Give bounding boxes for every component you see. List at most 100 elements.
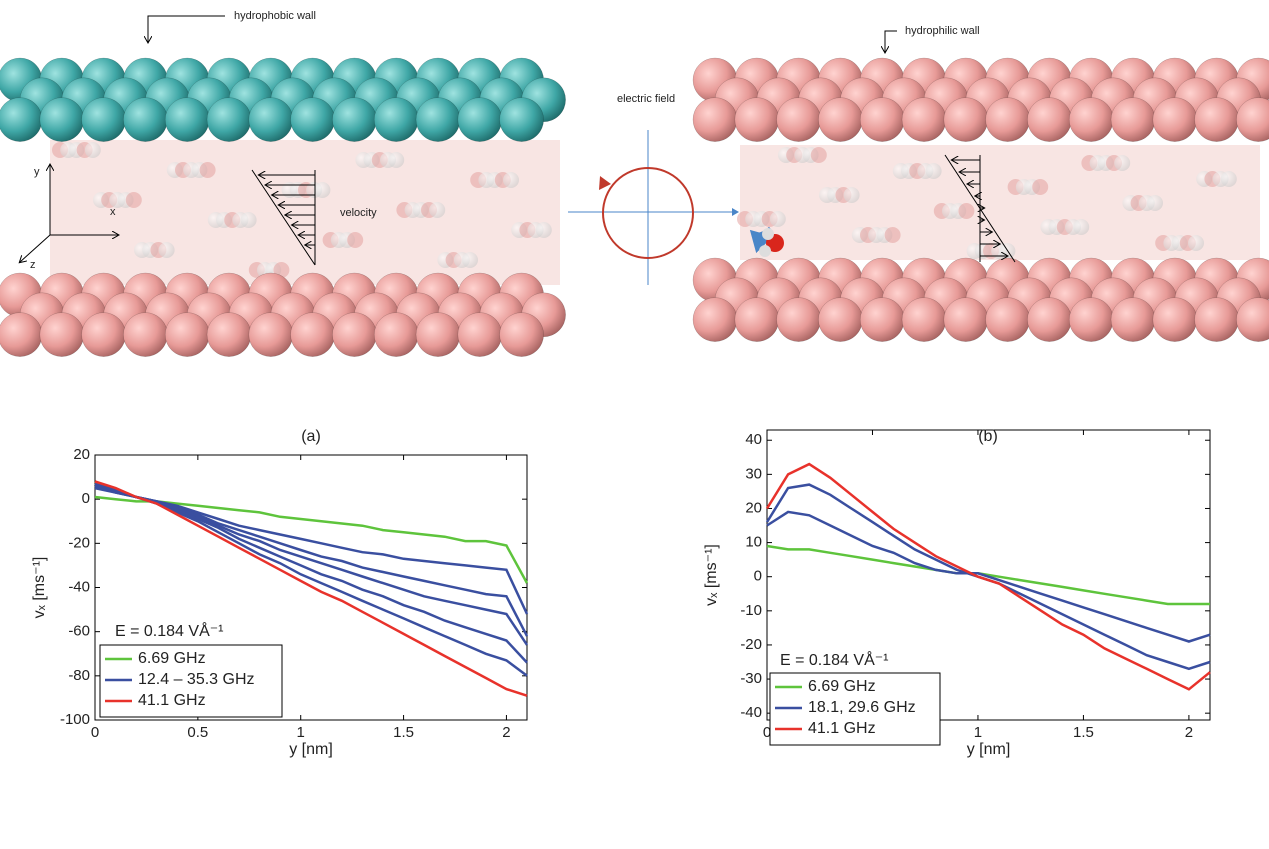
water xyxy=(314,182,331,198)
legend-label: 12.4 – 35.3 GHz xyxy=(138,671,255,688)
atom xyxy=(415,97,461,142)
atom xyxy=(1110,297,1156,342)
y-tick-label: -40 xyxy=(740,704,762,721)
atom xyxy=(332,312,377,357)
atom xyxy=(1110,97,1156,142)
illustration xyxy=(0,57,1269,357)
legend-label: 6.69 GHz xyxy=(808,678,876,695)
atom xyxy=(943,97,989,142)
x-tick-label: 1.5 xyxy=(393,724,414,741)
atom xyxy=(818,97,863,142)
water xyxy=(1114,155,1131,171)
water xyxy=(810,147,827,163)
axis-label: x xyxy=(110,206,116,218)
series-line xyxy=(765,462,1211,691)
water xyxy=(273,262,290,278)
atom xyxy=(39,97,85,142)
atom xyxy=(1194,297,1239,342)
water xyxy=(462,252,478,268)
atom xyxy=(290,97,335,142)
wall-label: hydrophilic wall xyxy=(905,25,980,37)
y-axis-label: vₓ [ms⁻¹] xyxy=(703,544,720,606)
x-axis-label: y [nm] xyxy=(967,741,1011,758)
atom xyxy=(692,297,738,342)
field-circle xyxy=(602,167,694,259)
water xyxy=(884,227,901,243)
wall-label: hydrophobic wall xyxy=(234,10,316,22)
velocity-label: velocity xyxy=(340,207,377,219)
y-tick-label: -100 xyxy=(60,711,90,728)
atom xyxy=(373,312,419,357)
atom xyxy=(985,97,1030,142)
water xyxy=(429,202,446,218)
water xyxy=(535,222,552,238)
water-region xyxy=(50,140,560,285)
atom xyxy=(1152,97,1198,142)
water xyxy=(843,187,860,203)
atom xyxy=(818,297,863,342)
atom xyxy=(457,97,503,142)
atom xyxy=(81,97,126,142)
y-tick-label: 40 xyxy=(745,431,762,448)
atom xyxy=(901,297,947,342)
atom xyxy=(206,97,252,142)
atom xyxy=(415,312,461,357)
series-line xyxy=(766,544,1210,606)
x-tick-label: 1 xyxy=(297,724,305,741)
water xyxy=(503,172,519,188)
atom xyxy=(123,312,168,357)
atom xyxy=(0,97,43,142)
x-tick-label: 1 xyxy=(974,724,982,741)
field-axes xyxy=(568,130,738,285)
atom xyxy=(0,312,43,357)
x-tick-label: 0 xyxy=(91,724,99,741)
atom xyxy=(123,97,168,142)
water xyxy=(1147,195,1163,211)
water xyxy=(1220,171,1237,187)
molecule-h xyxy=(762,228,774,240)
water xyxy=(347,232,364,248)
atom xyxy=(81,312,126,357)
water xyxy=(158,242,175,258)
water xyxy=(199,162,216,178)
y-tick-label: 10 xyxy=(745,534,762,551)
atom xyxy=(859,97,905,142)
atom xyxy=(206,312,252,357)
atom xyxy=(692,97,738,142)
label-arrow xyxy=(885,30,897,52)
atom xyxy=(734,97,780,142)
y-tick-label: -30 xyxy=(740,670,762,687)
water xyxy=(1188,235,1204,251)
chart-title: (b) xyxy=(978,428,998,445)
y-tick-label: 0 xyxy=(754,568,762,585)
water xyxy=(958,203,975,219)
water xyxy=(388,152,405,168)
y-tick-label: -40 xyxy=(68,578,90,595)
legend-label: 41.1 GHz xyxy=(138,692,206,709)
atom xyxy=(164,312,210,357)
profile xyxy=(251,169,316,266)
water xyxy=(125,192,142,208)
atom xyxy=(901,97,947,142)
series-line xyxy=(766,510,1211,643)
molecule-h xyxy=(759,245,771,257)
atom xyxy=(164,97,210,142)
field-label: electric field xyxy=(617,93,675,105)
atom xyxy=(457,312,503,357)
y-tick-label: 20 xyxy=(73,446,90,463)
atom xyxy=(39,312,85,357)
y-tick-label: -20 xyxy=(68,534,90,551)
y-tick-label: -20 xyxy=(740,636,762,653)
water xyxy=(240,212,257,228)
atom xyxy=(859,297,905,342)
water xyxy=(769,211,786,227)
atom xyxy=(1027,97,1072,142)
axis-label: y xyxy=(34,166,40,178)
y-axis-label: vₓ [ms⁻¹] xyxy=(31,557,48,619)
x-tick-label: 2 xyxy=(1185,724,1193,741)
y-tick-label: 20 xyxy=(745,499,762,516)
water xyxy=(1073,219,1090,235)
atom xyxy=(1152,297,1198,342)
x-tick-label: 0.5 xyxy=(187,724,208,741)
